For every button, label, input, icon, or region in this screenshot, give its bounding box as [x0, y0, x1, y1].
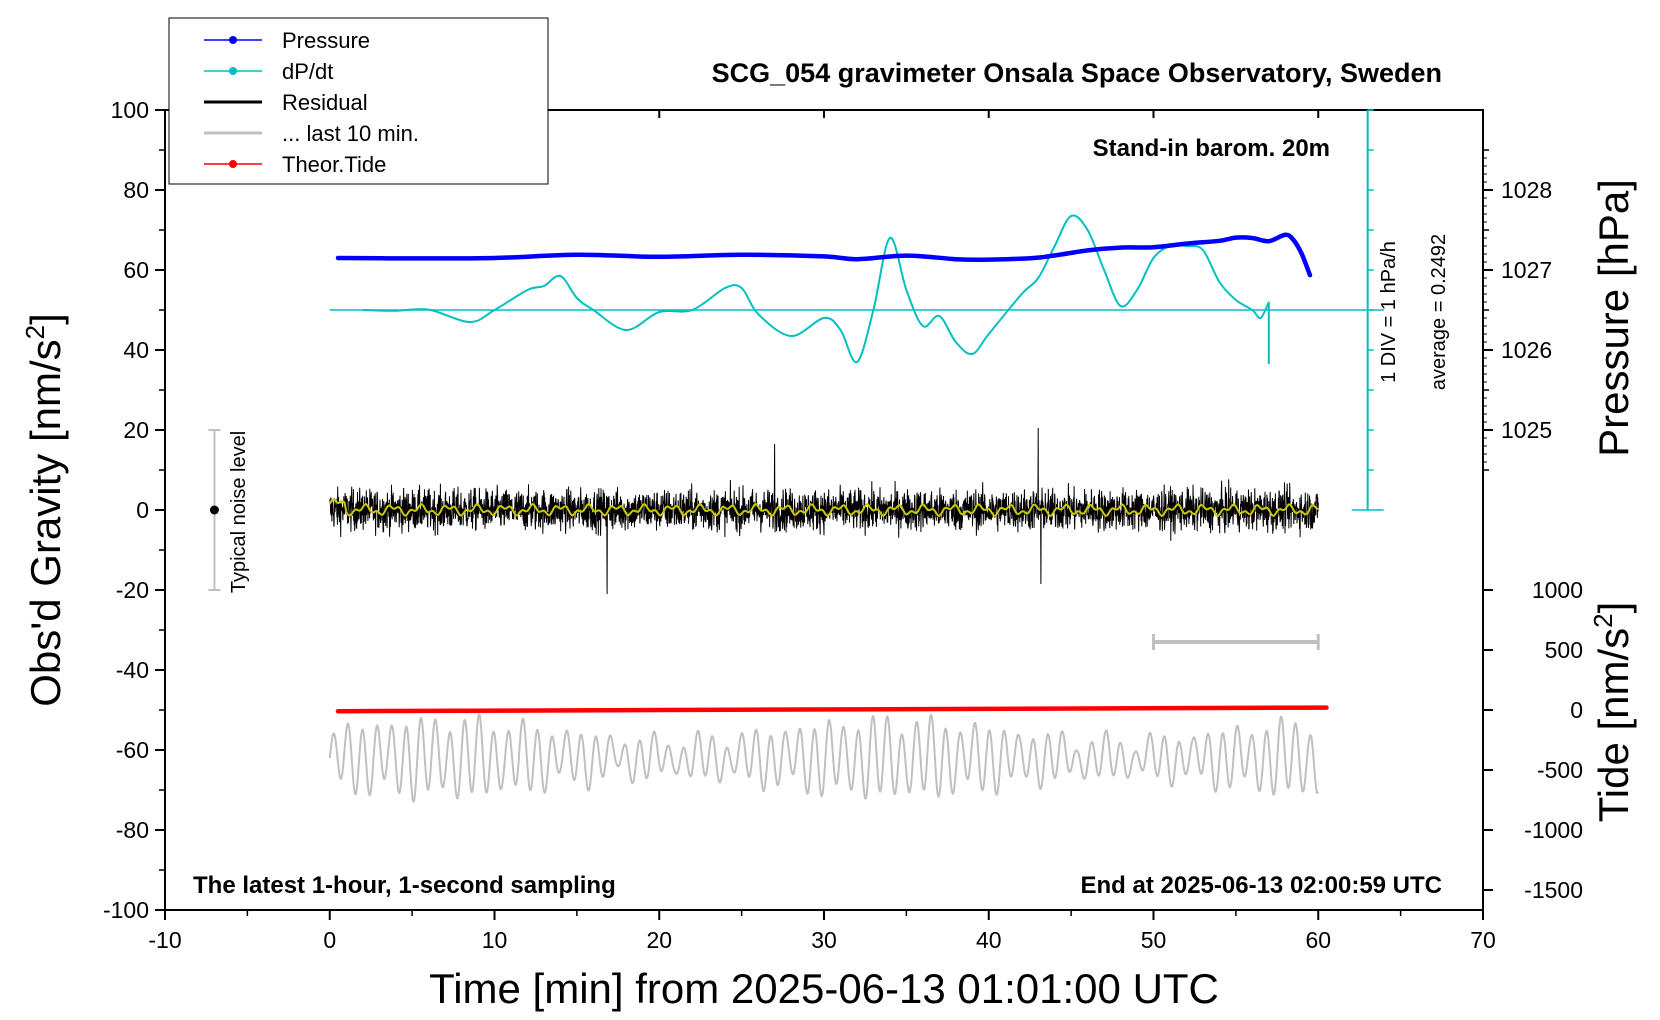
series-layer: [208, 109, 1385, 803]
x-tick-label-5: 40: [976, 927, 1002, 953]
tide-tick-label-0: 1000: [1532, 577, 1583, 603]
end-at-note: End at 2025-06-13 02:00:59 UTC: [1081, 872, 1443, 899]
y-axis-title-pressure: Pressure [hPa]: [1590, 179, 1637, 457]
y-tick-label-8: -60: [116, 737, 149, 763]
series-last-10-min: [328, 713, 1319, 803]
legend-label-3: ... last 10 min.: [282, 121, 419, 146]
legend-label-2: Residual: [282, 90, 368, 115]
y-tick-label-3: 40: [123, 337, 149, 363]
y-tick-label-0: 100: [111, 97, 149, 123]
legend-marker-4: [229, 160, 237, 168]
x-tick-label-6: 50: [1141, 927, 1167, 953]
series-dpdt: [362, 214, 1270, 364]
x-tick-label-0: -10: [148, 927, 181, 953]
noise-label: Typical noise level: [228, 431, 250, 593]
y-axis-title-tide-text: Tide [nm/s: [1590, 628, 1637, 823]
y-tick-label-1: 80: [123, 177, 149, 203]
x-tick-label-7: 60: [1305, 927, 1331, 953]
tide-tick-label-2: 0: [1570, 697, 1583, 723]
y-tick-label-2: 60: [123, 257, 149, 283]
y-tick-label-5: 0: [136, 497, 149, 523]
y-axis-title-tide: Tide [nm/s2]: [1588, 602, 1637, 823]
pressure-tick-label-1: 1027: [1501, 257, 1552, 283]
legend-entries: Pressure dP/dt Residual ... last 10 min. The…: [204, 28, 419, 177]
legend-label-1: dP/dt: [282, 59, 333, 84]
y-tick-label-9: -80: [116, 817, 149, 843]
x-tick-label-4: 30: [811, 927, 837, 953]
series-theor-tide: [335, 705, 1329, 714]
stand-in-note: Stand-in barom. 20m: [1093, 135, 1330, 162]
x-axis-title: Time [min] from 2025-06-13 01:01:00 UTC: [429, 965, 1219, 1012]
div-label: 1 DIV = 1 hPa/h: [1378, 241, 1400, 383]
tide-tick-label-5: -1500: [1524, 877, 1583, 903]
axis-ticks: -10 0 10 20 30 40 50 60 70100806040200-20-40-60-…: [103, 97, 1583, 953]
y-axis-title-left-text: Obs'd Gravity [nm/s: [22, 339, 69, 706]
series-pressure: [335, 232, 1313, 278]
x-tick-label-8: 70: [1470, 927, 1496, 953]
y-tick-label-6: -20: [116, 577, 149, 603]
x-tick-label-2: 10: [482, 927, 508, 953]
latest-note: The latest 1-hour, 1-second sampling: [193, 872, 616, 899]
pressure-tick-label-3: 1025: [1501, 417, 1552, 443]
pressure-tick-label-0: 1028: [1501, 177, 1552, 203]
tide-tick-label-4: -1000: [1524, 817, 1583, 843]
x-axis-title-text: Time [min] from 2025-06-13 01:01:00 UTC: [429, 965, 1219, 1012]
y-axis-title-left-end: ]: [22, 313, 69, 325]
tide-tick-label-3: -500: [1537, 757, 1583, 783]
legend-label-4: Theor.Tide: [282, 152, 386, 177]
y-axis-title-tide-sup: 2: [1588, 613, 1618, 627]
legend-label-0: Pressure: [282, 28, 370, 53]
legend-marker-1: [229, 67, 237, 75]
noise-bar-center: [209, 505, 219, 515]
average-label: average = 0.2492: [1428, 234, 1450, 390]
y-tick-label-7: -40: [116, 657, 149, 683]
y-tick-label-10: -100: [103, 897, 149, 923]
series-residual-smoothed: [328, 498, 1319, 518]
x-tick-label-1: 0: [323, 927, 336, 953]
y-axis-title-left: Obs'd Gravity [nm/s2]: [20, 313, 69, 707]
tide-tick-label-1: 500: [1545, 637, 1583, 663]
chart-title: SCG_054 gravimeter Onsala Space Observat…: [712, 58, 1442, 88]
y-axis-title-left-sup: 2: [20, 325, 50, 339]
series-residual: [329, 427, 1319, 595]
legend: Pressure dP/dt Residual ... last 10 min. The…: [168, 17, 549, 185]
y-axis-title-tide-end: ]: [1590, 602, 1637, 614]
y-tick-label-4: 20: [123, 417, 149, 443]
pressure-tick-label-2: 1026: [1501, 337, 1552, 363]
x-tick-label-3: 20: [646, 927, 672, 953]
legend-marker-0: [229, 36, 237, 44]
